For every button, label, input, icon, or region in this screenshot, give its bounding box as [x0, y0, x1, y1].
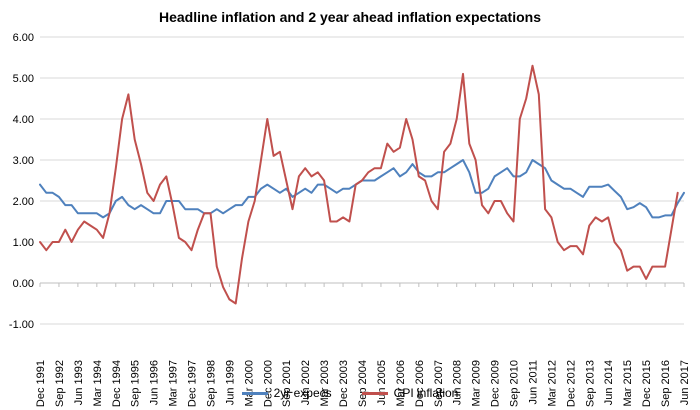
x-tick-label: Sep 2001 [281, 360, 293, 407]
x-tick-label: Mar 1997 [168, 360, 180, 406]
legend-label-2yr-expecs: 2yr expecs [273, 386, 332, 400]
chart-legend: 2yr expecs CPI inflation [0, 386, 700, 400]
y-tick-label: 2.00 [13, 196, 34, 208]
y-tick-label: 5.00 [13, 73, 34, 85]
x-tick-label: Dec 2012 [565, 360, 577, 407]
x-tick-label: Dec 1994 [111, 360, 123, 407]
y-tick-label: -1.00 [9, 319, 34, 331]
x-tick-label: Sep 2007 [433, 360, 445, 407]
legend-label-cpi-inflation: CPI inflation [393, 386, 459, 400]
x-tick-label: Mar 2012 [546, 360, 558, 406]
legend-item-2yr-expecs: 2yr expecs [241, 386, 332, 400]
x-tick-label: Sep 1995 [130, 360, 142, 407]
x-tick-label: Jun 2017 [679, 360, 691, 405]
x-tick-label: Mar 1994 [92, 360, 104, 406]
x-tick-label: Dec 1991 [35, 360, 47, 407]
y-tick-label: 3.00 [13, 155, 34, 167]
y-tick-label: 0.00 [13, 278, 34, 290]
chart-title: Headline inflation and 2 year ahead infl… [159, 9, 541, 25]
y-tick-label: 1.00 [13, 237, 34, 249]
x-tick-label: Mar 2006 [395, 360, 407, 406]
y-tick-label: 6.00 [13, 32, 34, 44]
x-tick-label: Jun 2008 [452, 360, 464, 405]
series-line-cpi-inflation [39, 64, 679, 305]
x-tick-label: Sep 2016 [660, 360, 672, 407]
legend-item-cpi-inflation: CPI inflation [361, 386, 459, 400]
x-tick-label: Mar 2009 [471, 360, 483, 406]
x-tick-label: Dec 2003 [338, 360, 350, 407]
x-tick-label: Sep 2010 [509, 360, 521, 407]
x-tick-label: Dec 2015 [641, 360, 653, 407]
x-tick-label: Jun 1996 [149, 360, 161, 405]
x-tick-label: Jun 2014 [603, 360, 615, 405]
x-tick-label: Dec 2006 [414, 360, 426, 407]
x-tick-label: Mar 2003 [319, 360, 331, 406]
x-tick-label: Dec 1997 [187, 360, 199, 407]
x-tick-label: Mar 2015 [622, 360, 634, 406]
x-tick-label: Sep 2004 [357, 360, 369, 407]
legend-swatch-cpi-inflation [361, 391, 388, 395]
x-tick-label: Mar 2000 [243, 360, 255, 406]
y-tick-label: 4.00 [13, 114, 34, 126]
x-tick-label: Sep 2013 [584, 360, 596, 407]
x-tick-label: Dec 2009 [490, 360, 502, 407]
x-tick-label: Sep 1998 [205, 360, 217, 407]
x-tick-label: Jun 2011 [527, 360, 539, 404]
x-tick-label: Jun 2002 [300, 360, 312, 405]
x-tick-label: Jun 1999 [224, 360, 236, 405]
legend-swatch-2yr-expecs [241, 391, 268, 395]
x-tick-label: Sep 1992 [54, 360, 66, 407]
series-line-2yr-expecs [39, 159, 685, 219]
x-tick-label: Jun 1993 [73, 360, 85, 405]
x-tick-label: Dec 2000 [262, 360, 274, 407]
